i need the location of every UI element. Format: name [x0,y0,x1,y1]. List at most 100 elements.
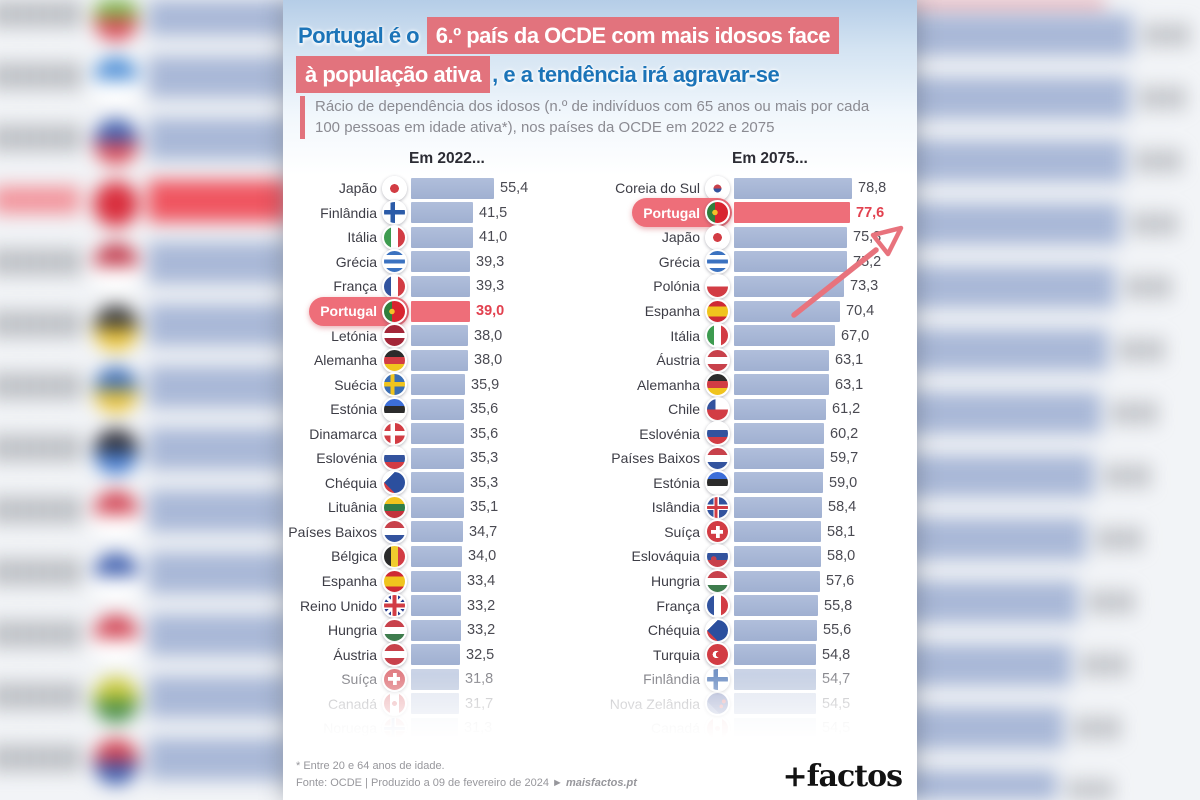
bar [411,496,464,518]
blurred-text [0,310,80,338]
chart-row: Países Baixos 59,7 [603,445,913,471]
subtitle-text: Rácio de dependência dos idosos (n.º de … [315,98,870,137]
bar-value: 35,1 [470,499,499,516]
bar-value: 60,2 [830,425,859,442]
blurred-bar [148,676,290,718]
blurred-bar [148,56,290,98]
chart-row: Espanha 33,4 [293,568,598,594]
bar [734,668,816,690]
flag-icon-fi [382,200,407,226]
flag-icon-se [382,372,407,398]
chart-row: Chile 61,2 [603,396,913,422]
bar-value: 55,6 [823,622,852,639]
country-label: Estónia [330,401,377,418]
country-label: Letónia [331,327,377,344]
label-pill: França [645,591,732,620]
blurred-bar [148,552,290,594]
blurred-text [0,186,80,214]
bar-value: 58,4 [828,499,857,516]
flag-icon-nz [705,691,730,717]
flag-icon-ca [382,691,407,717]
bar-value: 61,2 [832,401,861,418]
label-cell: França [603,591,732,620]
blurred-flag-icon [90,0,142,44]
country-label: Espanha [644,303,700,320]
blurred-row [0,356,290,418]
label-cell: Finlândia [293,198,409,227]
country-label: França [656,597,700,614]
bar [734,177,852,199]
label-pill: Eslováquia [621,542,733,571]
chart-row: Turquia 54,8 [603,642,913,668]
flag-icon-it [382,224,407,250]
bar [734,251,847,273]
country-label: Alemanha [313,352,377,369]
blurred-bar [905,454,1094,497]
blurred-text [1127,274,1173,299]
bar-value: 70,4 [846,303,875,319]
bar-value: 38,0 [474,352,503,369]
label-pill: Canadá [640,714,732,743]
chart-row: Coreia do Sul 78,8 [603,175,913,201]
label-cell: Grécia [603,247,732,276]
flag-icon-hu [382,617,407,643]
flag-icon-de [382,347,407,373]
blurred-row [905,759,1200,800]
bar [734,472,823,494]
blurred-bar [148,242,290,284]
blurred-text [0,62,80,90]
chart-row: Estónia 35,6 [293,396,598,422]
chart-row: Eslovénia 60,2 [603,421,913,447]
blurred-flag-icon [90,550,142,602]
chart-row: Eslováquia 58,0 [603,542,913,571]
label-pill: Chéquia [637,616,732,645]
country-label: Japão [338,180,377,197]
country-label: Chile [668,401,700,418]
bar [734,398,826,420]
label-cell: Suíça [603,517,732,546]
country-label: Países Baixos [611,450,700,467]
blurred-bar [905,265,1115,308]
flag-icon-gr [705,249,730,275]
bar-value: 35,6 [470,425,499,442]
country-label: Turquia [653,646,700,663]
label-cell: Itália [293,223,409,252]
label-pill: Grécia [325,247,409,276]
bar-value: 58,0 [827,548,856,565]
label-cell: Alemanha [603,370,732,399]
country-label: Áustria [656,352,700,369]
blurred-bar [148,180,290,222]
label-pill: Suíça [653,517,732,546]
bar-value: 38,0 [474,327,503,344]
blurred-bar [905,13,1133,56]
label-pill: Polónia [642,272,732,301]
label-cell: Portugal [603,198,732,228]
blurred-row [0,418,290,480]
headline-tail: , e a tendência irá agravar-se [492,62,780,87]
bar-value: 67,0 [841,327,870,344]
blurred-row [905,3,1200,66]
footer: * Entre 20 e 64 anos de idade. Fonte: OC… [296,758,903,792]
blurred-bar [905,580,1078,623]
blurred-flag-icon [90,178,142,230]
label-pill: Países Baixos [277,517,409,546]
bar [734,300,840,322]
bar-value: 34,7 [469,523,498,540]
headline-highlight-1: 6.º país da OCDE com mais idosos face [426,17,839,54]
country-label: Hungria [650,573,700,590]
chart-row: Suécia 35,9 [293,372,598,398]
bar-value: 77,6 [856,204,885,221]
country-label: Japão [661,229,700,246]
chart-row: Grécia 39,3 [293,247,598,276]
bar [411,693,459,715]
label-cell: Áustria [293,640,409,669]
country-label: Suíça [664,523,700,540]
bar [411,595,461,617]
flag-icon-nl [705,445,730,471]
label-cell: Japão [293,174,409,203]
label-pill: Letónia [320,321,409,350]
country-label: Lituânia [327,499,377,516]
chart-2022: Em 2022... Japão 55,4 Finlândia 41,5 Itália 4… [288,150,598,741]
chart-row: Reino Unido 33,2 [293,593,598,619]
label-pill: Itália [336,223,409,252]
